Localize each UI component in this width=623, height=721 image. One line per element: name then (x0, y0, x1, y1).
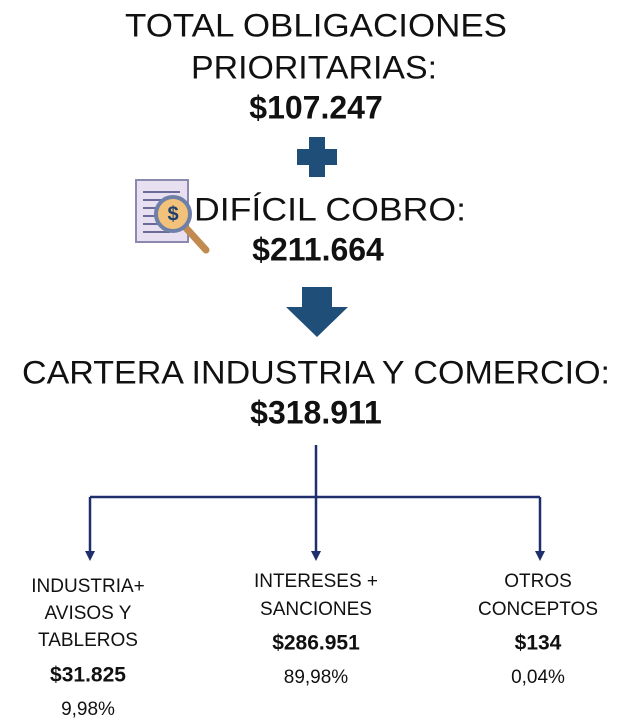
cartera-value: $318.911 (250, 394, 382, 430)
branch-label: TABLEROS (38, 630, 138, 651)
total-label-1: TOTAL OBLIGACIONES (125, 7, 507, 43)
dificil-value: $211.664 (252, 231, 384, 267)
cartera-label: CARTERA INDUSTRIA Y COMERCIO: (22, 354, 610, 390)
branch-percent: 0,04% (511, 667, 565, 688)
dollar-glyph: $ (167, 203, 178, 225)
connectors (85, 445, 545, 561)
down-arrow (286, 287, 348, 337)
total-value: $107.247 (249, 89, 382, 125)
plus-icon (297, 137, 337, 177)
branch-percent: 89,98% (284, 667, 349, 688)
branch-percent: 9,98% (61, 699, 115, 720)
dificil-label: DIFÍCIL COBRO: (194, 191, 466, 227)
branch-label: INTERESES + (254, 571, 378, 592)
total-label-2: PRIORITARIAS: (191, 49, 437, 85)
branch-value: $134 (515, 632, 562, 655)
branch-label: OTROS (504, 571, 572, 592)
branch-label: CONCEPTOS (478, 599, 598, 620)
branch-value: $31.825 (50, 664, 126, 687)
branch-label: AVISOS Y (45, 603, 132, 624)
document-icon: $ (135, 179, 210, 254)
branch-label: SANCIONES (260, 599, 372, 620)
branch-label: INDUSTRIA+ (31, 576, 145, 597)
branch-value: $286.951 (272, 632, 360, 655)
